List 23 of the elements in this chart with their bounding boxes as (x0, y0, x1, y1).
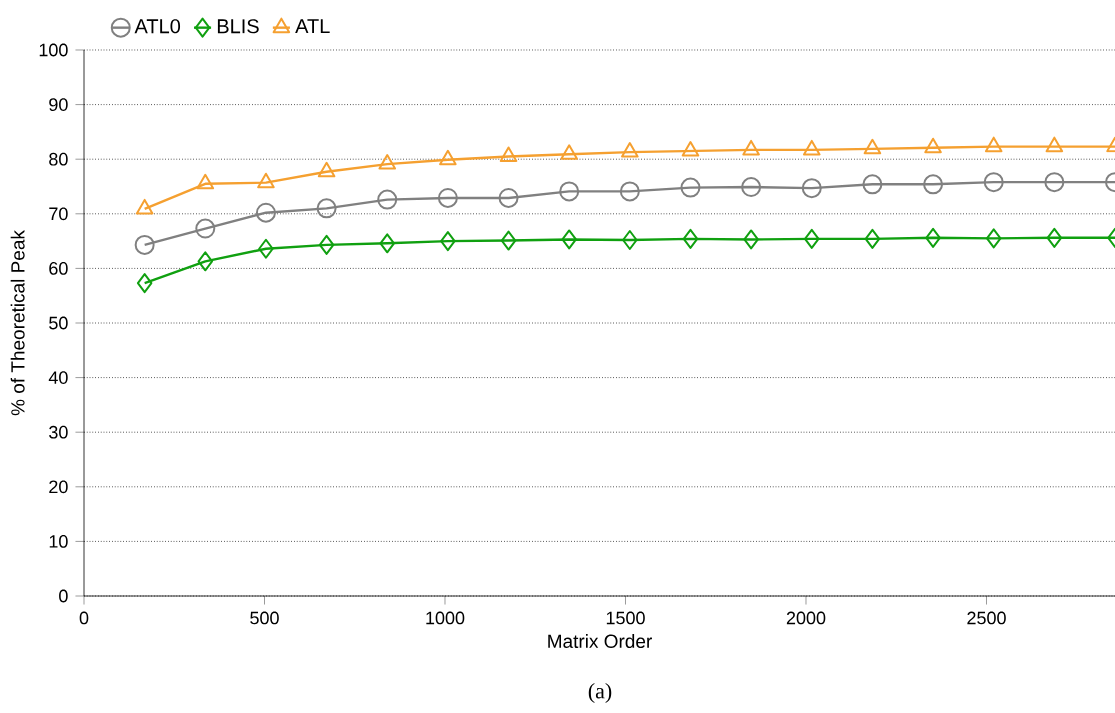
y-tick-label: 20 (49, 480, 68, 494)
x-tick-label: 2000 (786, 611, 826, 625)
legend-label: ATL0 (134, 19, 181, 34)
text: (a) (588, 683, 612, 703)
y-tick-label: 100 (39, 43, 68, 57)
y-tick-label: 10 (49, 535, 68, 548)
y-tick-label: 90 (49, 98, 68, 111)
x-tick-label: 0 (79, 611, 89, 625)
x-tick-label: 2500 (967, 611, 1006, 625)
y-tick-label: 0 (59, 589, 68, 603)
x-axis-title: Matrix Order (548, 634, 652, 649)
legend-label: ATL (295, 19, 330, 34)
legend-label: BLIS (217, 19, 259, 34)
y-tick-label: 40 (48, 371, 68, 384)
y-tick-label: 70 (49, 207, 68, 221)
y-tick-label: 30 (49, 425, 68, 439)
y-tick-label: 80 (49, 152, 68, 166)
y-tick-label: 50 (49, 316, 68, 330)
y-tick-label: 60 (49, 262, 68, 275)
x-tick-label: 500 (250, 611, 279, 625)
x-tick-label: 1000 (426, 611, 465, 625)
y-axis-title: % of Theoretical Peak (10, 230, 25, 416)
x-tick-label: 1500 (606, 611, 645, 625)
